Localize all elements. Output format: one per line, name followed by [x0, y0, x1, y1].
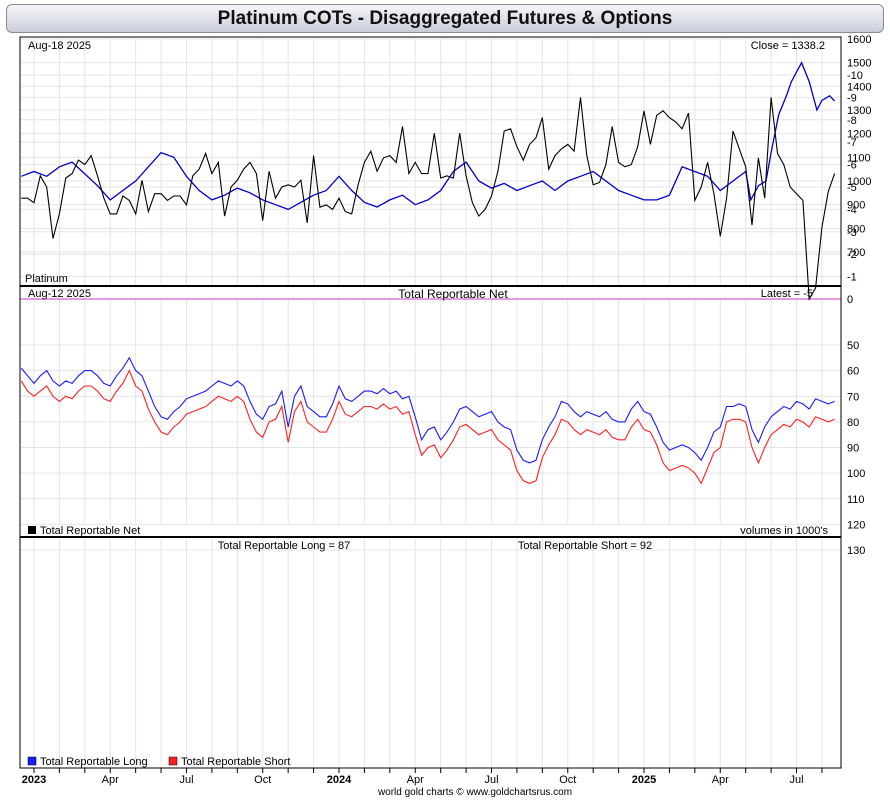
y-tick-label: 0: [847, 294, 853, 306]
short-legend-label: Total Reportable Short: [181, 756, 290, 768]
y-tick-label: 50: [847, 340, 859, 352]
x-tick-label: Oct: [254, 774, 271, 786]
long-legend-label: Total Reportable Long: [40, 756, 148, 768]
x-tick-label: Jul: [179, 774, 193, 786]
y-tick-label: 70: [847, 391, 859, 403]
series-layer: [20, 61, 836, 485]
net-legend-swatch: [28, 526, 36, 534]
x-tick-label: Jul: [484, 774, 498, 786]
y-tick-label: 80: [847, 417, 859, 429]
short-series-line: [20, 369, 835, 485]
y-tick-label: 1600: [847, 34, 871, 46]
x-tick-label: Apr: [102, 774, 119, 786]
y-tick-label: 110: [847, 494, 865, 506]
y-tick-label: 1200: [847, 129, 871, 141]
y-tick-label: 130: [847, 545, 865, 557]
y-tick-label: -8: [847, 115, 857, 127]
net-series-line: [21, 97, 836, 301]
y-tick-label: 60: [847, 366, 859, 378]
y-tick-label: 900: [847, 200, 865, 212]
y-tick-label: 1100: [847, 152, 871, 164]
y-tick-label: 800: [847, 223, 865, 235]
y-tick-label: -4: [847, 204, 857, 216]
y-tick-label: 1400: [847, 81, 871, 93]
y-tick-label: -5: [847, 182, 857, 194]
y-tick-label: 1000: [847, 176, 871, 188]
plot-border: [19, 36, 842, 769]
x-tick-label: Apr: [712, 774, 729, 786]
y-tick-label: -7: [847, 137, 857, 149]
long-legend-swatch: [27, 756, 37, 766]
y-tick-label: -10: [847, 70, 863, 82]
price-series-line: [21, 61, 836, 211]
long-series-line: [20, 356, 835, 464]
y-tick-label: 100: [847, 468, 865, 480]
y-tick-label: -6: [847, 160, 857, 172]
y-tick-label: -3: [847, 227, 857, 239]
net-latest-label: Latest = -5: [761, 288, 813, 300]
y-tick-label: 1300: [847, 105, 871, 117]
y-tick-label: -2: [847, 249, 857, 261]
grid-layer: [20, 38, 841, 768]
chart-title: Platinum COTs - Disaggregated Futures & …: [6, 4, 884, 33]
x-tick-label: Oct: [559, 774, 576, 786]
net-panel-title: Total Reportable Net: [398, 287, 508, 301]
short-legend-swatch: [168, 756, 178, 766]
net-legend-label: Total Reportable Net: [40, 525, 140, 537]
y-tick-label: -1: [847, 272, 857, 284]
x-tick-label: 2023: [22, 774, 46, 786]
y-tick-label: -9: [847, 92, 857, 104]
price-date-label: Aug-18 2025: [28, 40, 91, 52]
net-date-label: Aug-12 2025: [28, 288, 91, 300]
axis-layer: 700 800 900 1000 1100 1200 1300 1400 1500 1600 0 -1…: [22, 34, 872, 786]
price-name-label: Platinum: [25, 273, 68, 285]
long-header-label: Total Reportable Long = 87: [218, 540, 350, 552]
x-tick-label: 2024: [327, 774, 352, 786]
price-close-label: Close = 1338.2: [751, 40, 825, 52]
net-units-label: volumes in 1000's: [740, 525, 828, 537]
y-tick-label: 1500: [847, 58, 871, 70]
y-tick-label: 700: [847, 247, 865, 259]
footer-credit: world gold charts © www.goldchartsrus.co…: [377, 787, 572, 798]
y-tick-label: 90: [847, 443, 859, 455]
x-tick-label: Jul: [789, 774, 803, 786]
x-tick-label: 2025: [632, 774, 656, 786]
y-tick-label: 120: [847, 519, 865, 531]
x-tick-label: Apr: [407, 774, 424, 786]
short-header-label: Total Reportable Short = 92: [518, 540, 652, 552]
